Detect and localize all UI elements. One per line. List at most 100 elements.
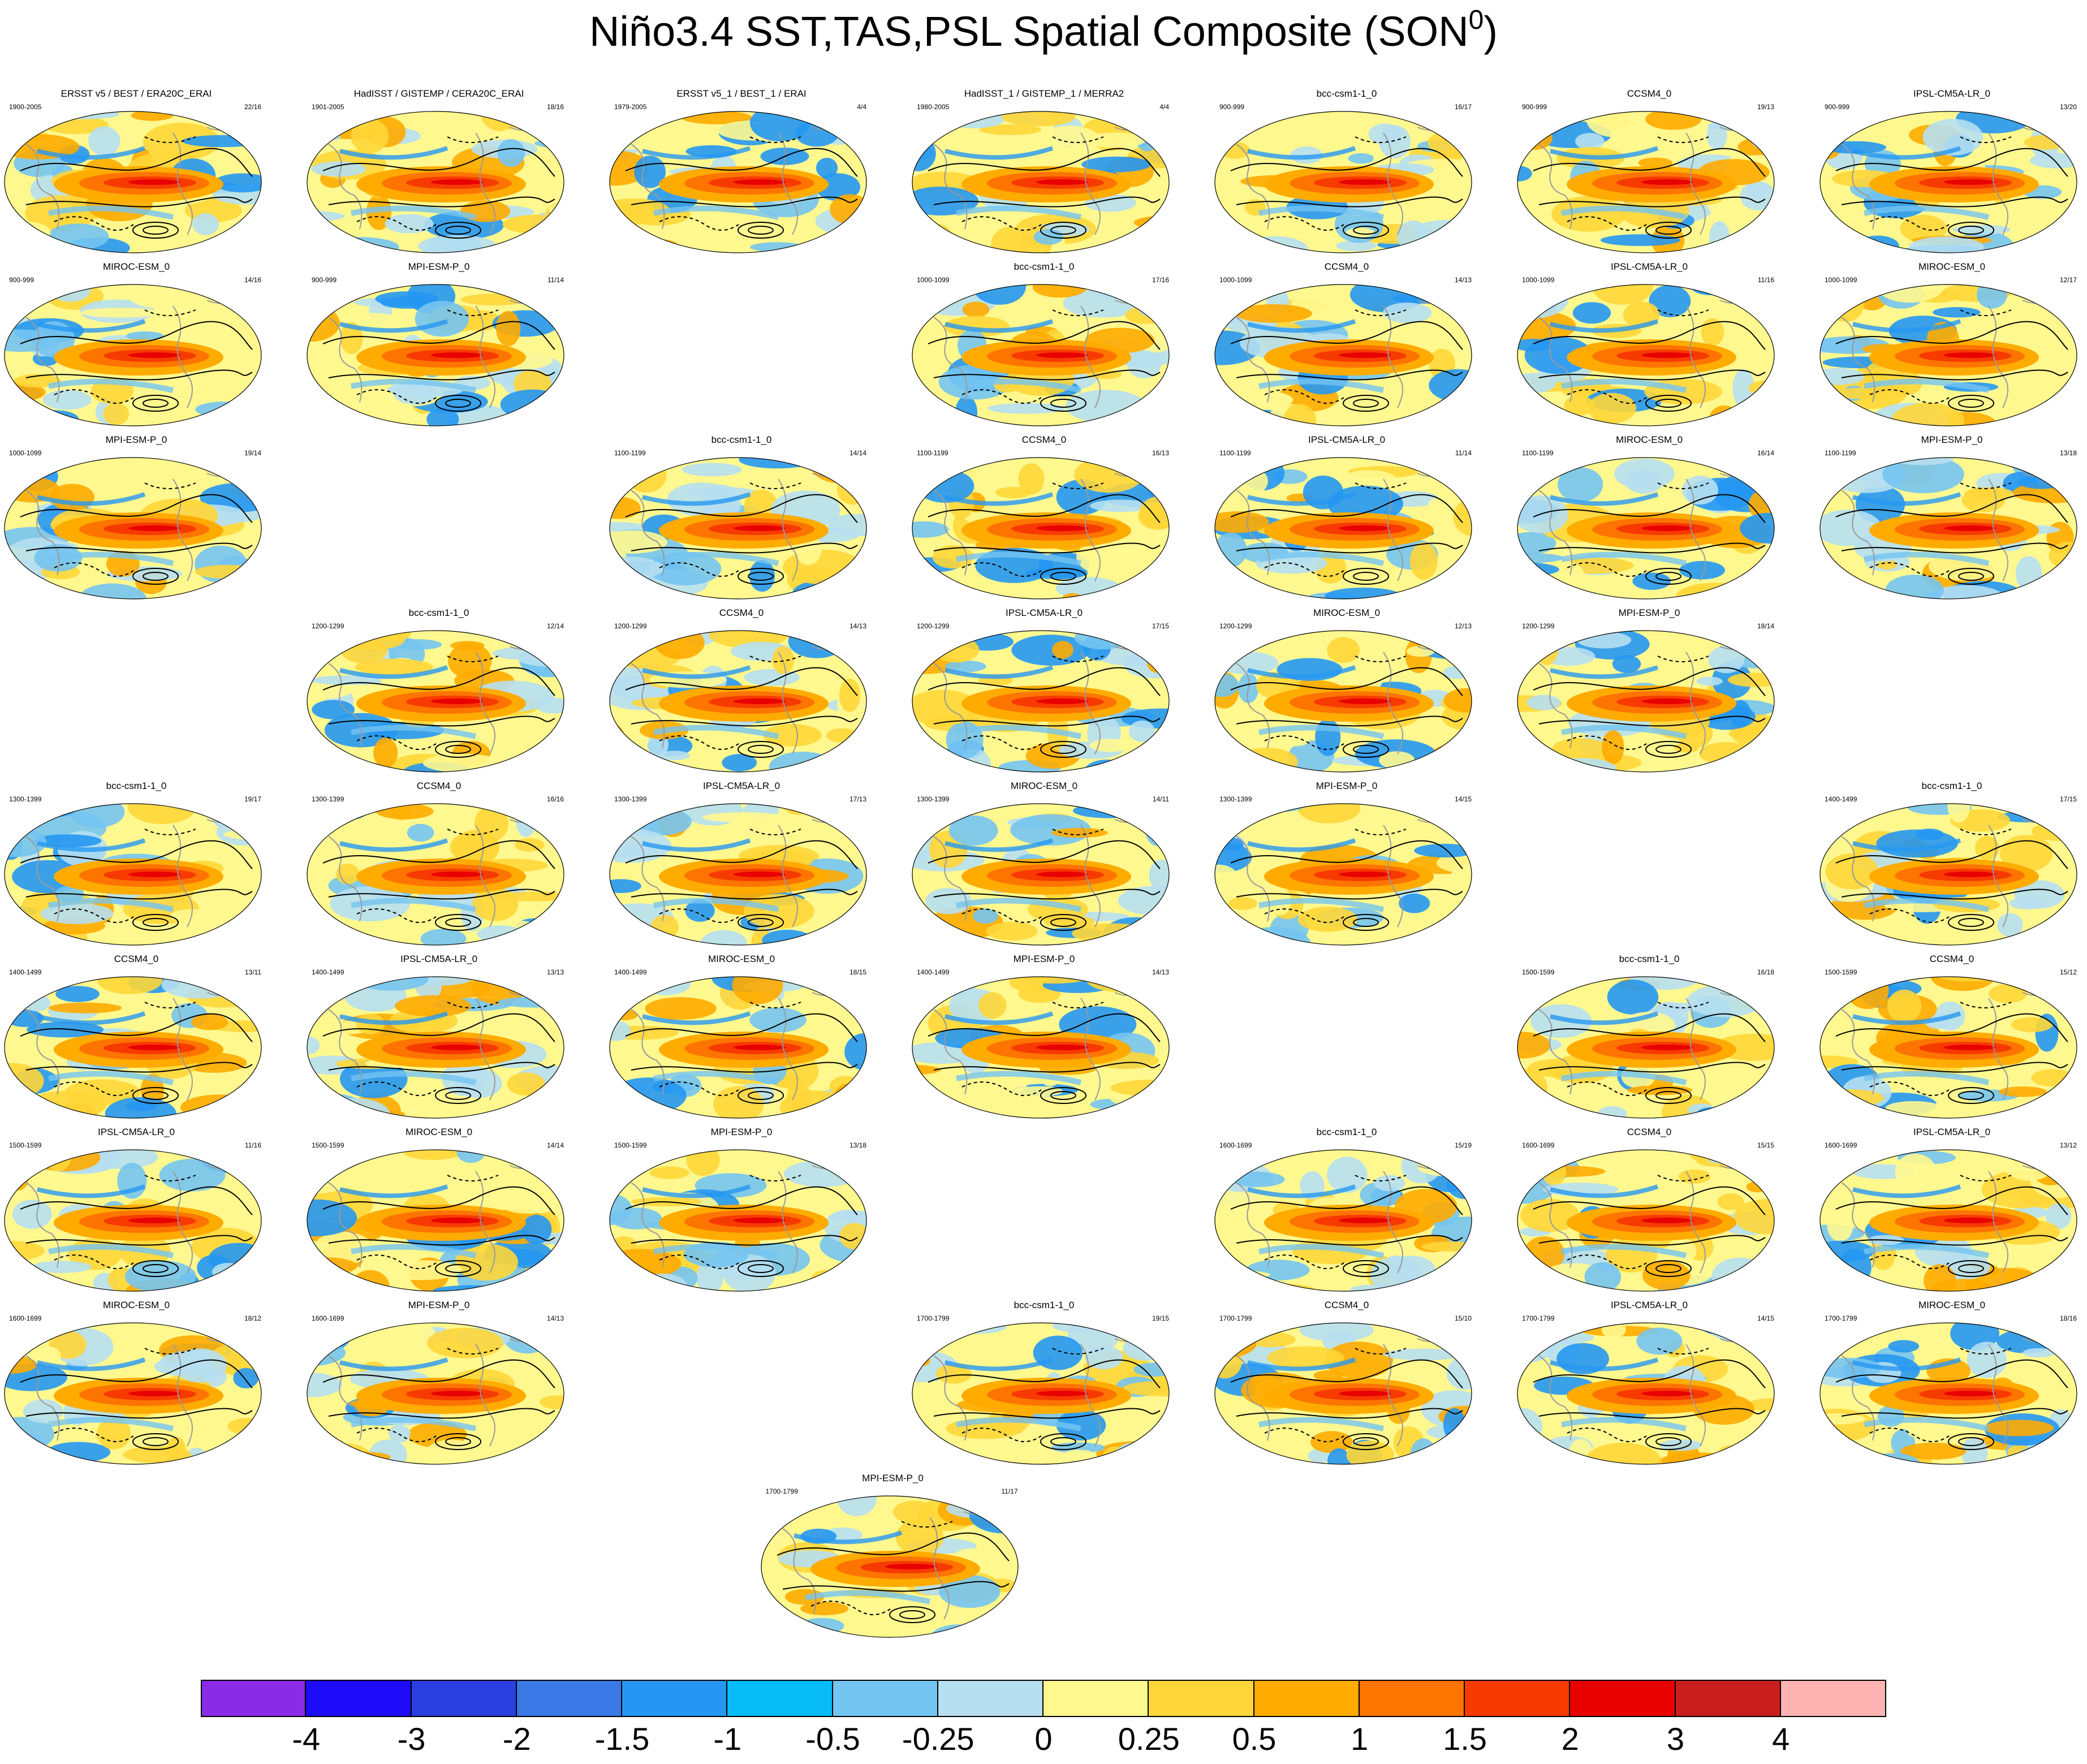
panel-years: 900-999	[1825, 103, 1850, 111]
panel-years: 1600-1699	[1825, 1141, 1857, 1149]
panel-title: MPI-ESM-P_0	[408, 261, 470, 272]
colorbar	[201, 1680, 1886, 1717]
composite-map	[609, 976, 867, 1119]
panel-title: MIROC-ESM_0	[1010, 780, 1078, 791]
panel-title: IPSL-CM5A-LR_0	[1913, 1127, 1991, 1137]
panel-title: IPSL-CM5A-LR_0	[1005, 607, 1083, 618]
map-panel: MIROC-ESM_0 1100-1199 16/14	[1516, 434, 1782, 603]
panel-years: 900-999	[312, 276, 337, 284]
map-panel: CCSM4_0 1200-1299 14/13	[609, 607, 874, 777]
panel-years: 900-999	[1522, 103, 1547, 111]
composite-map	[1819, 457, 2077, 599]
panel-title: bcc-csm1-1_0	[1014, 1300, 1075, 1310]
panel-title: MPI-ESM-P_0	[710, 1127, 773, 1137]
map-panel: MIROC-ESM_0 1500-1599 14/14	[306, 1126, 572, 1296]
panel-title: CCSM4_0	[416, 780, 462, 791]
panel-count: 13/11	[244, 968, 261, 976]
panel-count: 18/14	[1757, 622, 1774, 630]
panel-count: 11/14	[547, 276, 564, 284]
panel-years: 1600-1699	[312, 1314, 344, 1322]
panel-count: 18/12	[244, 1314, 261, 1322]
panel-count: 12/13	[1454, 622, 1472, 630]
map-panel: MPI-ESM-P_0 1000-1099 19/14	[3, 434, 269, 603]
panel-years: 1000-1099	[917, 276, 950, 284]
panel-title: bcc-csm1-1_0	[1014, 261, 1075, 272]
panel-years: 1700-1799	[1522, 1314, 1555, 1322]
panel-years: 1300-1399	[312, 795, 344, 803]
colorbar-swatch	[1465, 1680, 1571, 1717]
composite-map	[4, 1149, 262, 1292]
composite-map	[1214, 111, 1472, 253]
panel-title: bcc-csm1-1_0	[1921, 780, 1982, 791]
colorbar-tick-label: -4	[292, 1721, 321, 1757]
panel-title: MPI-ESM-P_0	[105, 434, 167, 445]
panel-years: 1000-1099	[1219, 276, 1252, 284]
panel-title: CCSM4_0	[1324, 261, 1369, 272]
map-panel: CCSM4_0 1600-1699 15/15	[1516, 1126, 1782, 1296]
composite-map	[1214, 1149, 1472, 1292]
map-panel: bcc-csm1-1_0 1400-1499 17/15	[1819, 780, 2085, 950]
colorbar-tick-label: 0.25	[1118, 1721, 1180, 1757]
map-panel: bcc-csm1-1_0 1700-1799 19/15	[911, 1299, 1177, 1469]
panel-count: 12/14	[546, 622, 564, 630]
panel-title: MPI-ESM-P_0	[862, 1473, 924, 1483]
panel-title: MPI-ESM-P_0	[1921, 434, 1983, 445]
panel-title: IPSL-CM5A-LR_0	[1610, 1300, 1688, 1310]
composite-map	[4, 976, 262, 1119]
composite-map	[4, 457, 262, 599]
colorbar-labels: -4 -3 -2 -1.5 -1 -0.5 -0.25 0 0.25 0.5 1 1.5 2 3 4	[201, 1719, 1886, 1761]
map-panel: CCSM4_0 1700-1799 15/10	[1214, 1299, 1480, 1469]
map-panel: MIROC-ESM_0 1300-1399 14/11	[911, 780, 1177, 950]
composite-map	[609, 630, 867, 773]
panel-title: MPI-ESM-P_0	[1618, 607, 1680, 618]
panel-years: 1400-1499	[917, 968, 950, 976]
colorbar-tick-label: 4	[1772, 1721, 1790, 1757]
panel-title: MIROC-ESM_0	[1313, 607, 1381, 618]
panel-years: 1400-1499	[9, 968, 42, 976]
panel-years: 1700-1799	[917, 1314, 950, 1322]
panel-years: 1400-1499	[312, 968, 344, 976]
panel-count: 14/13	[1454, 276, 1472, 284]
colorbar-tick-label: -1.5	[594, 1721, 650, 1757]
panel-count: 17/15	[2059, 795, 2077, 803]
panel-count: 18/15	[849, 968, 866, 976]
panel-count: 16/16	[546, 795, 564, 803]
panel-title: IPSL-CM5A-LR_0	[400, 954, 478, 964]
panel-title: bcc-csm1-1_0	[711, 434, 772, 445]
map-panel: MPI-ESM-P_0 1100-1199 13/18	[1819, 434, 2085, 603]
panel-title: IPSL-CM5A-LR_0	[702, 780, 781, 791]
composite-map	[609, 457, 867, 599]
map-panel: CCSM4_0 1300-1399 16/16	[306, 780, 572, 950]
panel-years: 1500-1599	[9, 1141, 42, 1149]
panel-grid: ERSST v5 / BEST / ERA20C_ERAI 1900-2005 22…	[3, 88, 2085, 1638]
composite-map	[307, 803, 564, 946]
composite-map	[912, 111, 1170, 253]
panel-years: 1700-1799	[1825, 1314, 1857, 1322]
composite-map	[1819, 284, 2077, 426]
map-panel: CCSM4_0 1000-1099 14/13	[1214, 261, 1480, 430]
panel-count: 17/13	[849, 795, 866, 803]
panel-title: MIROC-ESM_0	[1615, 434, 1683, 445]
panel-title: bcc-csm1-1_0	[1316, 1127, 1377, 1137]
map-panel: MIROC-ESM_0 1700-1799 18/16	[1819, 1299, 2085, 1469]
panel-title: MIROC-ESM_0	[1918, 1300, 1986, 1310]
panel-years: 1600-1699	[9, 1314, 42, 1322]
composite-map	[1214, 457, 1472, 599]
panel-years: 1200-1299	[312, 622, 344, 630]
panel-title: ERSST v5_1 / BEST_1 / ERAI	[676, 88, 807, 99]
colorbar-swatch	[1780, 1680, 1886, 1717]
panel-years: 1200-1299	[1219, 622, 1252, 630]
map-panel: CCSM4_0 1500-1599 15/12	[1819, 953, 2085, 1123]
panel-years: 1300-1399	[614, 795, 647, 803]
colorbar-swatch	[1570, 1680, 1676, 1717]
panel-years: 1500-1599	[312, 1141, 344, 1149]
colorbar-tick-label: -0.25	[902, 1721, 974, 1757]
panel-count: 14/15	[1757, 1314, 1774, 1322]
panel-title: MPI-ESM-P_0	[408, 1300, 470, 1310]
panel-count: 15/10	[1454, 1314, 1472, 1322]
panel-years: 1979-2005	[614, 103, 647, 111]
panel-title: ERSST v5 / BEST / ERA20C_ERAI	[61, 88, 212, 99]
colorbar-swatch	[938, 1680, 1044, 1717]
panel-title: bcc-csm1-1_0	[1316, 88, 1377, 99]
panel-count: 11/16	[1757, 276, 1774, 284]
